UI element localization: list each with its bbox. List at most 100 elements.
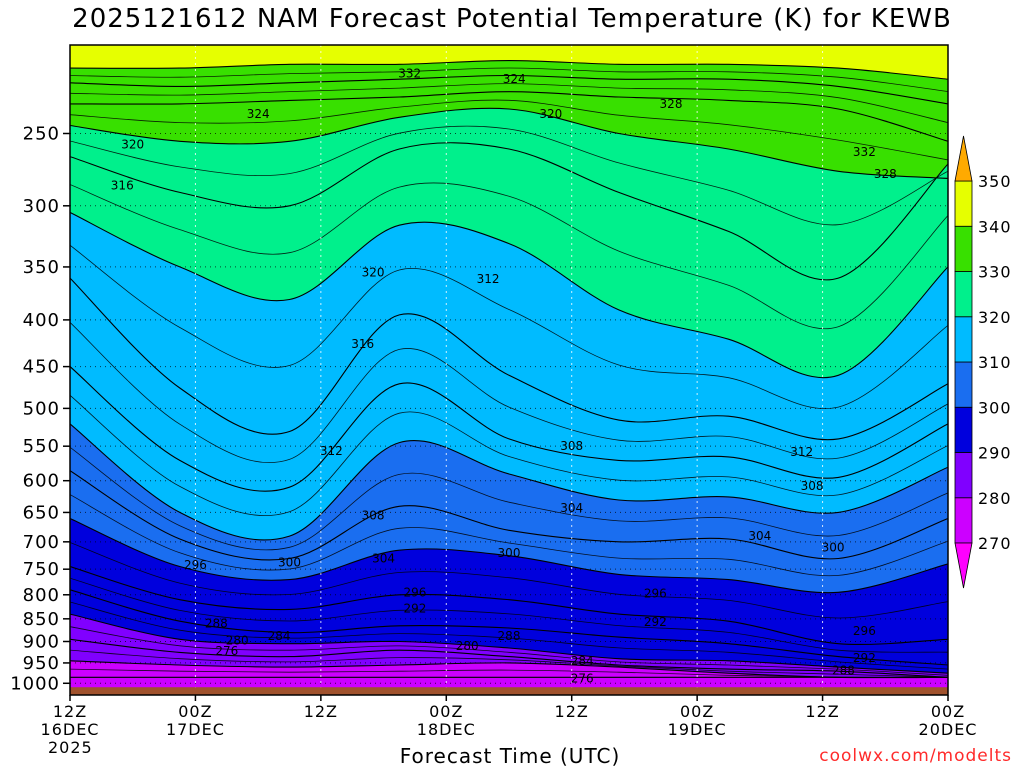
x-tick-label: 00Z [178, 702, 212, 721]
x-tick-label: 16DEC [41, 720, 100, 739]
isentrope-340 [70, 60, 948, 80]
y-tick-label: 700 [23, 532, 60, 553]
contour-label: 308 [801, 479, 824, 493]
contour-label: 284 [571, 654, 594, 668]
contour-label: 320 [121, 137, 144, 151]
x-tick-label: 18DEC [417, 720, 476, 739]
x-tick-label: 20DEC [919, 720, 978, 739]
y-tick-label: 1000 [10, 673, 60, 694]
colorbar-label: 280 [978, 489, 1012, 508]
colorbar: 270 280 290 300 310 320 330 340 350 [954, 135, 1012, 589]
isentrope-minor [70, 626, 948, 676]
contour-label: 292 [403, 601, 426, 615]
contour-label: 328 [874, 167, 897, 181]
isentrope-minor [70, 446, 948, 551]
y-tick-label: 900 [23, 631, 60, 652]
contour-label: 320 [362, 266, 385, 280]
isentrope-296 [70, 565, 948, 646]
isentrope-304 [70, 470, 948, 561]
contour-label: 324 [247, 107, 270, 121]
colorbar-label: 350 [978, 172, 1012, 191]
contour-label: 296 [853, 624, 876, 638]
y-tick-label: 600 [23, 471, 60, 492]
colorbar-segment [954, 225, 973, 272]
contour-label: 308 [560, 439, 583, 453]
y-tick-label: 550 [23, 436, 60, 457]
isentrope-minor [70, 394, 948, 516]
contour-label: 320 [539, 107, 562, 121]
colorbar-label: 300 [978, 398, 1012, 417]
contour-label: 292 [853, 651, 876, 665]
contour-labels: 332 324 328 332 328 324 320 320 316 320 312 316 312 3… [111, 67, 897, 686]
colorbar-label: 340 [978, 217, 1012, 236]
contour-label: 308 [362, 508, 385, 522]
colorbar-segment [954, 271, 973, 318]
x-tick-label: 00Z [931, 702, 965, 721]
colorbar-segment [954, 452, 973, 499]
source-credit: coolwx.com/modelts [819, 746, 1012, 766]
contour-label: 280 [456, 639, 479, 653]
y-tick-label: 850 [23, 609, 60, 630]
y-tick-label: 950 [23, 653, 60, 674]
contour-label: 300 [822, 540, 845, 554]
contour-label: 284 [268, 629, 291, 643]
y-tick-label: 750 [23, 559, 60, 580]
y-tick-label: 800 [23, 585, 60, 606]
x-tick-label: 12Z [555, 702, 589, 721]
isentrope-332 [70, 91, 948, 142]
y-tick-label: 250 [23, 123, 60, 144]
isentrope-minor [70, 494, 948, 577]
y-tick-label: 400 [23, 310, 60, 331]
contour-label: 312 [320, 444, 343, 458]
contour-label: 304 [748, 529, 771, 543]
contour-label: 312 [790, 445, 813, 459]
isentrope-minor [70, 125, 948, 226]
contour-label: 292 [644, 615, 667, 629]
theta-color-bands [70, 45, 948, 695]
isentrope-minor [70, 99, 948, 161]
isentrope-292 [70, 589, 948, 666]
isentrope-300 [70, 517, 948, 594]
contour-label: 300 [498, 546, 521, 560]
x-tick-label: 00Z [429, 702, 463, 721]
isentrope-320 [70, 211, 948, 379]
isentrope-minor [70, 244, 948, 409]
isentrope-minor [70, 322, 948, 464]
colorbar-segment [954, 361, 973, 408]
isentrope-336 [70, 74, 948, 105]
contour-label: 316 [111, 178, 134, 192]
colorbar-bottom-arrow [954, 542, 973, 589]
contour-label: 276 [571, 671, 594, 685]
contour-label: 304 [560, 501, 583, 515]
contour-label: 316 [351, 337, 374, 351]
colorbar-label: 320 [978, 308, 1012, 327]
colorbar-label: 310 [978, 353, 1012, 372]
contour-label: 296 [403, 585, 426, 599]
contour-label: 328 [660, 97, 683, 111]
y-tick-label: 350 [23, 257, 60, 278]
x-tick-label: 00Z [680, 702, 714, 721]
colorbar-top-arrow [954, 135, 973, 182]
contour-label: 324 [503, 72, 526, 86]
x-tick-label: 12Z [805, 702, 839, 721]
isentrope-308 [70, 423, 948, 541]
isentrope-minor [70, 601, 948, 670]
isentrope-328 [70, 107, 948, 179]
isentrope-minor [70, 649, 948, 678]
x-axis-label: Forecast Time (UTC) [399, 744, 621, 768]
x-tick-label: 12Z [304, 702, 338, 721]
colorbar-segment [954, 316, 973, 363]
x-tick-label: 17DEC [166, 720, 225, 739]
contour-label: 288 [498, 629, 521, 643]
contour-label: 312 [477, 272, 500, 286]
isentrope-316 [70, 277, 948, 441]
contour-label: 288 [832, 663, 855, 677]
y-tick-label: 450 [23, 357, 60, 378]
colorbar-label: 270 [978, 534, 1012, 553]
terrain-ground [70, 687, 948, 695]
colorbar-segment [954, 406, 973, 453]
grid-lines [70, 45, 948, 695]
isentrope-minor [70, 577, 948, 653]
contour-label: 296 [644, 586, 667, 600]
contour-label: 280 [226, 634, 249, 648]
